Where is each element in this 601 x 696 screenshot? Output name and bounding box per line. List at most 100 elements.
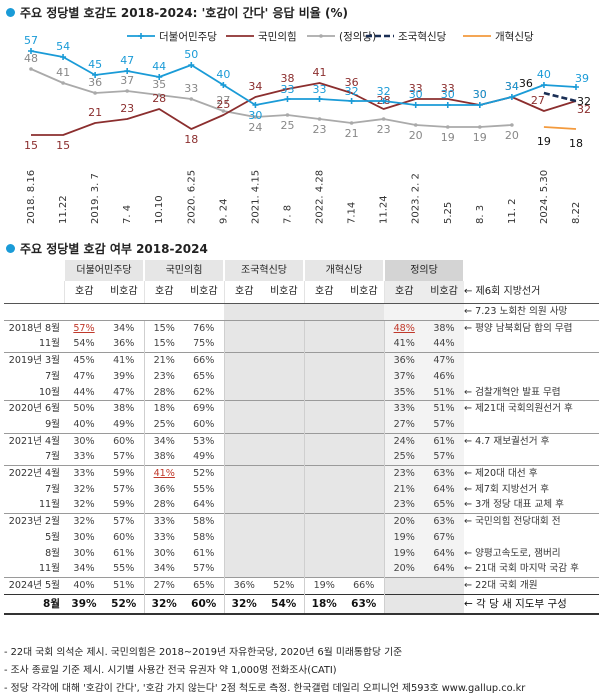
value-cell: 57% <box>424 449 464 466</box>
data-label: 19 <box>537 135 551 148</box>
row-note <box>464 352 599 369</box>
party-header: 개혁신당 <box>303 260 385 281</box>
x-tick-label: 7. 8 <box>282 205 293 224</box>
value-cell: 41% <box>383 336 424 353</box>
point-marker <box>573 84 579 90</box>
table-section-title: 주요 정당별 호감 여부 2018-2024 <box>6 240 208 257</box>
value-cell: 18% <box>303 593 344 615</box>
value-cell <box>344 481 384 498</box>
sub-header: 비호감 <box>424 281 464 304</box>
row-note: ← 제21대 국회의원선거 후 <box>464 400 599 417</box>
row-label: 8월 <box>4 593 64 615</box>
sub-header: 비호감 <box>344 281 384 304</box>
value-cell: 15% <box>143 336 184 353</box>
value-cell: 39% <box>113 370 135 382</box>
value-cell <box>303 368 344 385</box>
value-cell: 35% <box>383 384 424 401</box>
value-cell: 18% <box>143 400 184 417</box>
data-label: 41 <box>313 66 327 79</box>
point-marker <box>316 96 323 102</box>
data-label: 57 <box>24 34 38 47</box>
value-cell: 52% <box>104 593 144 615</box>
x-tick-label: 2021. 4.15 <box>250 170 261 224</box>
value-cell: 23% <box>143 368 184 385</box>
data-label: 21 <box>88 106 102 119</box>
row-note: ← 3개 정당 대표 교체 후 <box>464 499 565 511</box>
party-header: 조국혁신당 <box>223 260 305 281</box>
value-cell: 54% <box>264 593 304 615</box>
data-label: 48 <box>24 52 38 65</box>
data-label: 20 <box>505 129 519 142</box>
value-cell: 62% <box>193 386 215 398</box>
value-cell: 76% <box>184 319 224 337</box>
value-cell: 28% <box>143 497 184 514</box>
value-cell: 53% <box>184 432 224 450</box>
corner-cell <box>4 281 64 304</box>
legend-label: 더불어민주당 <box>159 31 217 43</box>
value-cell <box>264 545 304 562</box>
sub-header: 호감 <box>223 281 264 304</box>
row-note <box>464 369 599 385</box>
x-tick-label: 11. 2 <box>507 199 518 224</box>
sub-header: 비호감 <box>104 281 144 304</box>
row-note: ← 4.7 재보궐선거 후 <box>464 432 599 450</box>
data-label: 37 <box>120 74 134 87</box>
row-label: 2022년 4월 <box>4 465 64 482</box>
value-cell: 28% <box>143 384 184 401</box>
value-cell <box>264 432 304 450</box>
row-note <box>464 449 599 465</box>
data-label: 32 <box>377 85 391 98</box>
row-note: ← 제7회 지방선거 후 <box>464 483 550 495</box>
value-cell: 47% <box>73 370 95 382</box>
value-cell: 34% <box>104 319 144 337</box>
value-cell: 44% <box>73 386 95 398</box>
point-marker <box>508 94 515 100</box>
value-cell: 66% <box>184 352 224 369</box>
point-marker <box>157 93 162 97</box>
value-cell: 51% <box>424 384 464 401</box>
point-marker <box>381 117 386 121</box>
value-cell <box>344 303 384 321</box>
table-row: 11월 34% 55% 34% 57% 20% 64% ← 21대 국회 마지막 국감 후 <box>4 561 599 578</box>
data-label: 39 <box>575 72 589 85</box>
data-label: 33 <box>441 82 455 95</box>
x-tick-label: 2023. 2. 2 <box>411 173 422 224</box>
value-cell <box>303 545 344 562</box>
series-line-democratic <box>30 50 577 106</box>
x-tick-label: 11.22 <box>58 195 69 224</box>
table-row: 2019년 3월 45% 41% 21% 66% 36% 47% <box>4 352 599 369</box>
value-cell <box>344 497 384 514</box>
value-cell: 36% <box>223 576 264 595</box>
point-marker <box>60 54 67 60</box>
value-cell: 50% <box>64 400 104 417</box>
value-cell <box>264 319 304 337</box>
value-cell <box>224 303 264 321</box>
row-label: 11월 <box>38 563 60 575</box>
sub-header: 호감 <box>383 281 424 304</box>
data-label: 30 <box>248 109 262 122</box>
data-label: 19 <box>473 131 487 144</box>
data-label: 21 <box>345 127 359 140</box>
value-cell <box>303 384 344 401</box>
value-cell: 15% <box>143 319 184 337</box>
row-label: 10월 <box>38 386 60 398</box>
sub-header: 호감 <box>63 281 104 304</box>
series-line-reform <box>543 126 577 130</box>
point-marker <box>253 115 258 119</box>
data-label: 36 <box>519 77 533 90</box>
value-cell: 41% <box>143 465 184 482</box>
value-cell <box>344 368 384 385</box>
value-cell <box>344 319 384 337</box>
value-cell <box>223 400 264 417</box>
party-header: 더불어민주당 <box>63 260 145 281</box>
point-marker <box>189 97 194 101</box>
point-marker <box>221 109 226 113</box>
favorability-table: 더불어민주당 국민의힘 조국혁신당 개혁신당 정의당 호감 비호감 호감 비호감 호감 비호감 호감 비… <box>4 260 599 615</box>
row-label: 11월 <box>38 499 60 511</box>
value-cell: 32% <box>73 499 95 511</box>
value-cell <box>303 513 344 530</box>
value-cell: 36% <box>143 481 184 498</box>
value-cell: 33% <box>143 513 184 530</box>
series-line-ppp <box>31 82 577 136</box>
row-note <box>464 530 599 546</box>
